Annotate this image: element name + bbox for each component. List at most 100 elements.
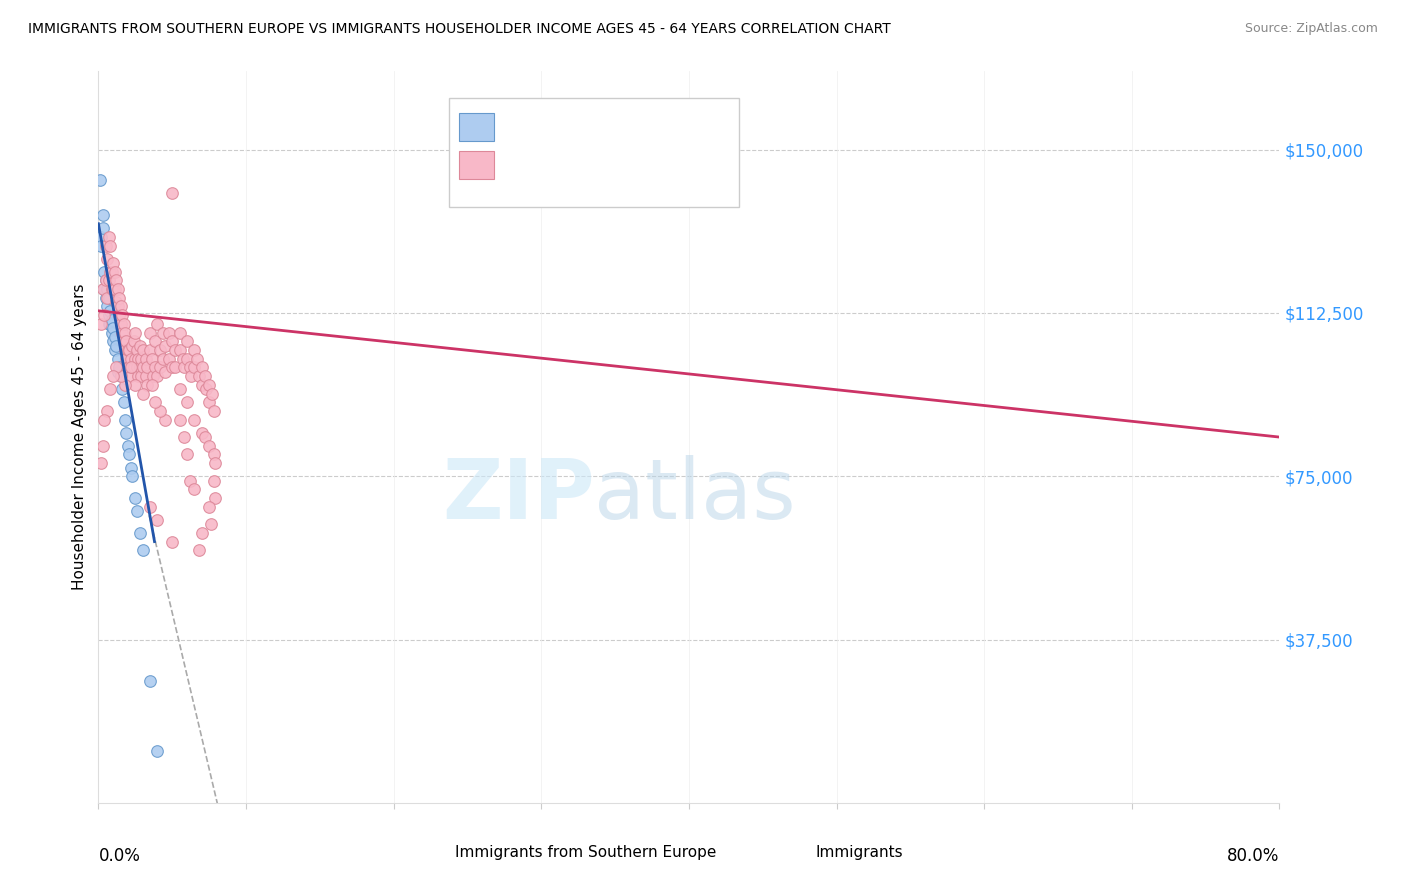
Point bbox=[169, 326, 191, 340]
Point bbox=[157, 351, 180, 366]
Point bbox=[90, 229, 112, 244]
Point bbox=[149, 360, 172, 375]
Point bbox=[173, 430, 195, 444]
Point bbox=[98, 317, 121, 331]
Point bbox=[104, 330, 127, 344]
Point bbox=[200, 517, 222, 532]
Point bbox=[139, 673, 162, 688]
Bar bbox=[458, 113, 494, 141]
Text: R =: R = bbox=[503, 118, 537, 133]
Point bbox=[112, 317, 135, 331]
Point bbox=[194, 430, 217, 444]
Point bbox=[93, 265, 115, 279]
Point bbox=[98, 382, 121, 396]
Text: N =: N = bbox=[612, 118, 655, 133]
Point bbox=[94, 238, 117, 252]
Point bbox=[176, 334, 198, 349]
Point bbox=[98, 265, 121, 279]
Point bbox=[124, 351, 146, 366]
Point bbox=[180, 369, 202, 384]
Point bbox=[191, 360, 214, 375]
Point bbox=[169, 412, 191, 426]
Point bbox=[114, 343, 136, 357]
Point bbox=[97, 291, 120, 305]
Point bbox=[93, 282, 115, 296]
Point bbox=[100, 326, 122, 340]
Point bbox=[149, 343, 172, 357]
Point bbox=[125, 504, 148, 518]
Point bbox=[107, 365, 129, 379]
Point bbox=[103, 256, 125, 270]
Point bbox=[121, 338, 143, 352]
Bar bbox=[418, 841, 447, 869]
Point bbox=[139, 326, 162, 340]
Point bbox=[132, 543, 155, 558]
Point bbox=[204, 456, 226, 470]
Point bbox=[117, 439, 139, 453]
Point bbox=[125, 343, 148, 357]
Point bbox=[128, 360, 150, 375]
Point bbox=[186, 351, 208, 366]
Text: Immigrants: Immigrants bbox=[815, 845, 903, 860]
Point bbox=[104, 282, 127, 296]
Point bbox=[124, 326, 146, 340]
Point bbox=[94, 273, 117, 287]
Point bbox=[153, 338, 176, 352]
Point bbox=[94, 273, 117, 287]
Point bbox=[104, 265, 127, 279]
Point bbox=[152, 326, 174, 340]
Point bbox=[93, 412, 115, 426]
Point bbox=[183, 360, 205, 375]
Point bbox=[90, 238, 112, 252]
Point bbox=[135, 369, 157, 384]
Point bbox=[117, 343, 139, 357]
Point bbox=[165, 360, 187, 375]
Point bbox=[153, 412, 176, 426]
Point bbox=[115, 334, 138, 349]
Point bbox=[195, 382, 218, 396]
Point bbox=[97, 308, 120, 322]
Point bbox=[194, 369, 217, 384]
Point bbox=[96, 291, 118, 305]
Point bbox=[152, 351, 174, 366]
Point bbox=[110, 300, 132, 314]
Point bbox=[90, 456, 112, 470]
Text: IMMIGRANTS FROM SOUTHERN EUROPE VS IMMIGRANTS HOUSEHOLDER INCOME AGES 45 - 64 YE: IMMIGRANTS FROM SOUTHERN EUROPE VS IMMIG… bbox=[28, 22, 891, 37]
Point bbox=[112, 395, 135, 409]
Point bbox=[143, 334, 166, 349]
Point bbox=[135, 351, 157, 366]
Point bbox=[97, 229, 120, 244]
Point bbox=[105, 273, 128, 287]
Point bbox=[162, 534, 183, 549]
Point bbox=[120, 360, 142, 375]
Point bbox=[98, 238, 121, 252]
Point bbox=[129, 369, 152, 384]
Point bbox=[143, 360, 166, 375]
Point bbox=[202, 474, 225, 488]
Text: 0.0%: 0.0% bbox=[98, 847, 141, 864]
Point bbox=[91, 208, 114, 222]
Point bbox=[176, 395, 198, 409]
Point bbox=[187, 543, 209, 558]
Point bbox=[96, 252, 118, 266]
Point bbox=[91, 221, 114, 235]
Point bbox=[97, 317, 120, 331]
Text: Source: ZipAtlas.com: Source: ZipAtlas.com bbox=[1244, 22, 1378, 36]
Point bbox=[139, 500, 162, 514]
Point bbox=[118, 448, 141, 462]
Point bbox=[202, 404, 225, 418]
Point bbox=[198, 439, 221, 453]
Point bbox=[118, 343, 141, 357]
Point bbox=[128, 525, 150, 540]
Point bbox=[107, 300, 129, 314]
Point bbox=[201, 386, 224, 401]
Point bbox=[114, 326, 136, 340]
Point bbox=[162, 334, 183, 349]
Y-axis label: Householder Income Ages 45 - 64 years: Householder Income Ages 45 - 64 years bbox=[72, 284, 87, 591]
Point bbox=[183, 412, 205, 426]
Text: Immigrants from Southern Europe: Immigrants from Southern Europe bbox=[456, 845, 717, 860]
Point bbox=[107, 282, 129, 296]
Point bbox=[191, 525, 214, 540]
Point bbox=[98, 303, 121, 318]
Point bbox=[162, 360, 183, 375]
